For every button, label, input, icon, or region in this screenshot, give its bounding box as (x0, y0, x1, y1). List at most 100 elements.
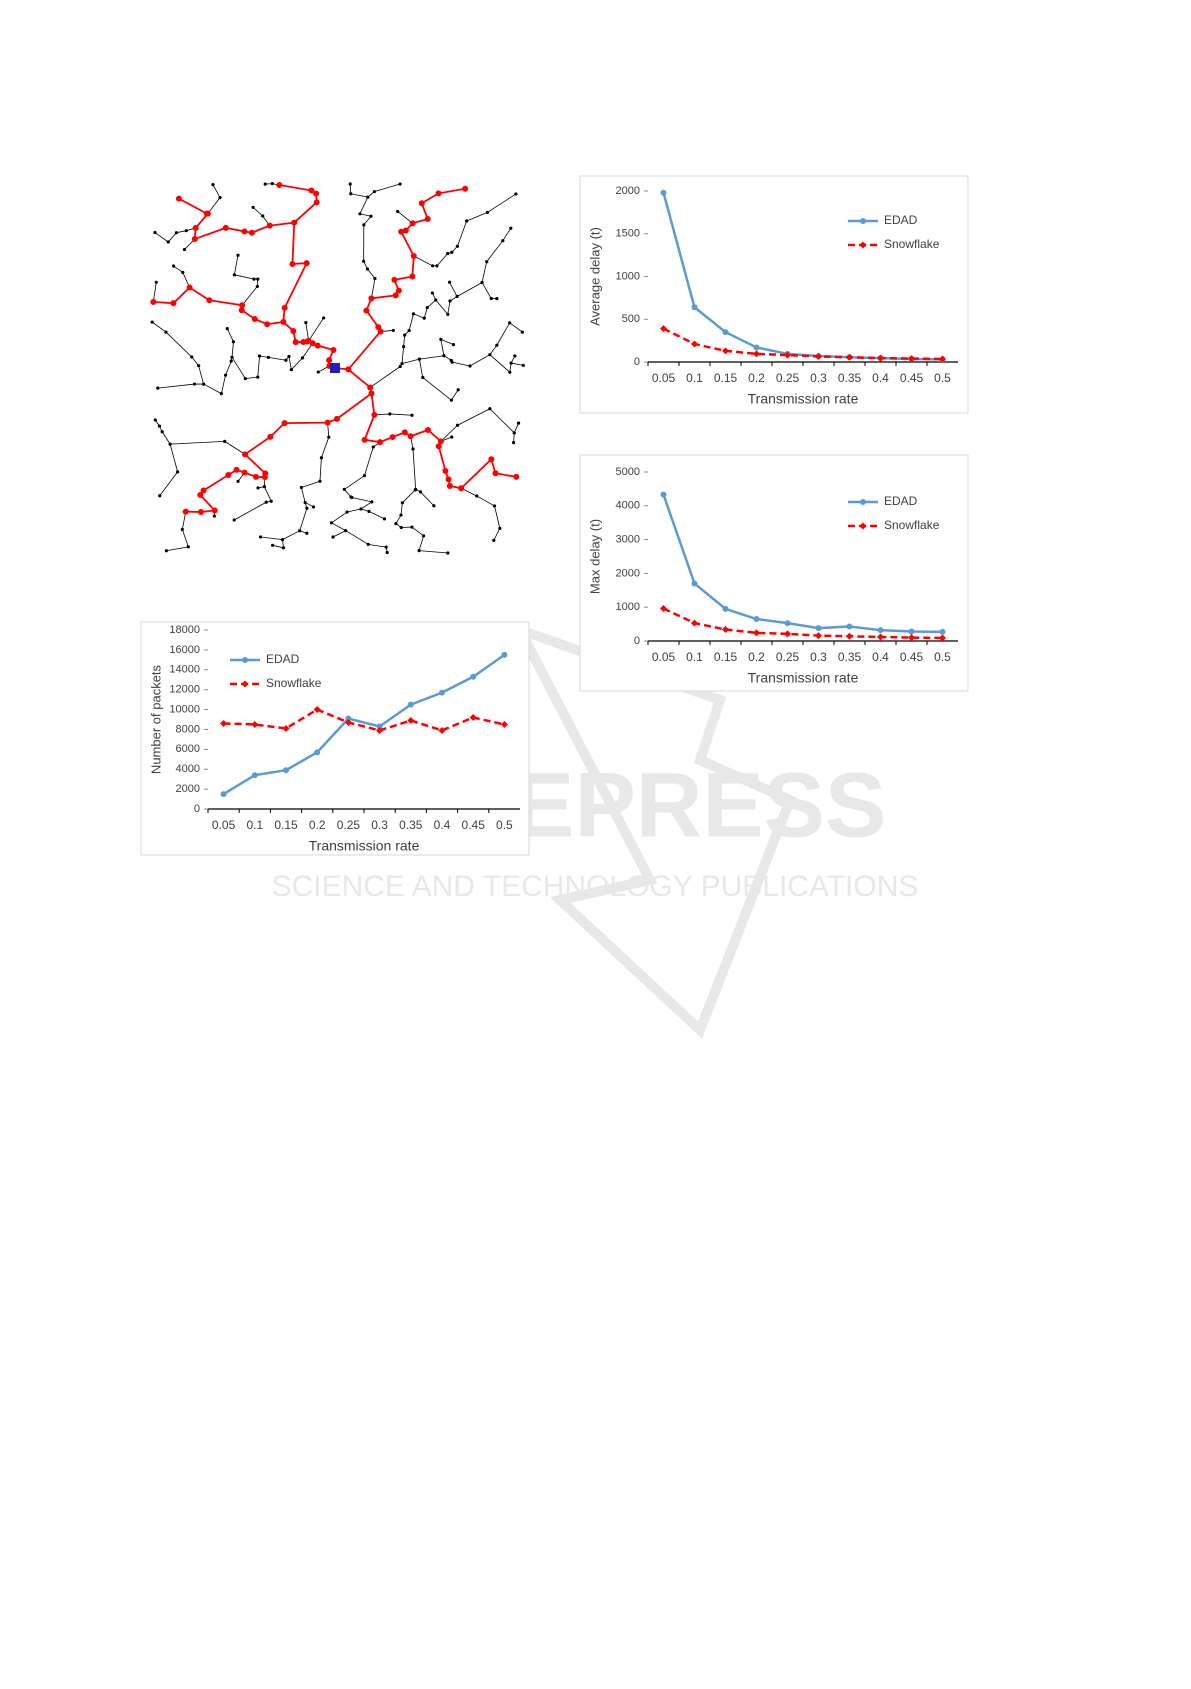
network-edge (487, 241, 503, 262)
network-node (197, 364, 200, 367)
network-edge (371, 279, 374, 299)
network-edge (369, 511, 384, 518)
network-edge (301, 487, 305, 502)
network-node (411, 447, 414, 450)
network-node (446, 252, 449, 255)
network-edge (348, 369, 370, 387)
network-node (458, 485, 464, 491)
legend-label: Snowflake (884, 518, 940, 532)
y-tick-label: 16000 (169, 644, 200, 656)
network-node (168, 443, 171, 446)
network-edge (166, 332, 192, 357)
network-edge (427, 300, 435, 308)
y-tick-label: 5000 (616, 466, 640, 478)
x-tick-label: 0.3 (810, 650, 827, 664)
network-node (366, 267, 369, 270)
legend-label: EDAD (884, 494, 918, 508)
network-node (287, 355, 290, 358)
y-tick-label: 2000 (616, 567, 640, 579)
network-node (326, 357, 332, 363)
network-node (408, 329, 411, 332)
network-edge (503, 228, 511, 240)
network-node (434, 298, 437, 301)
network-edge (401, 232, 414, 256)
network-node (322, 316, 325, 319)
network-edge (352, 497, 372, 501)
network-node (410, 414, 413, 417)
network-edge (441, 339, 454, 344)
network-node (362, 260, 365, 263)
network-node (258, 354, 261, 357)
y-tick-label: 4000 (616, 500, 640, 512)
x-tick-label: 0.35 (838, 650, 862, 664)
network-edge (261, 537, 283, 540)
x-tick-label: 0.25 (776, 371, 800, 385)
network-edge (351, 194, 368, 197)
y-tick-label: 2000 (616, 185, 640, 197)
network-node (172, 264, 175, 267)
network-node (156, 387, 159, 390)
network-node (517, 421, 520, 424)
network-node (488, 456, 494, 462)
x-tick-label: 0.45 (900, 371, 924, 385)
network-node (158, 425, 161, 428)
network-edge (166, 547, 188, 551)
network-node (312, 505, 315, 508)
y-tick-label: 4000 (176, 763, 200, 775)
network-edge (221, 375, 225, 394)
network-edge (344, 476, 364, 490)
network-node (201, 488, 207, 494)
legend-marker (242, 657, 248, 663)
network-node (161, 430, 164, 433)
x-tick-label: 0.05 (212, 818, 236, 832)
network-node (220, 392, 223, 395)
network-edge (245, 454, 265, 473)
data-point (878, 627, 884, 633)
network-node (320, 456, 323, 459)
network-node (261, 214, 264, 217)
network-node (446, 313, 449, 316)
network-edge (168, 233, 176, 242)
network-edge (413, 449, 416, 489)
x-tick-label: 0.5 (496, 818, 513, 832)
data-point (252, 772, 258, 778)
x-tick-label: 0.3 (371, 818, 388, 832)
y-tick-label: 1000 (616, 270, 640, 282)
network-edge (347, 509, 361, 512)
network-edge (482, 262, 487, 283)
network-edge (195, 228, 226, 239)
network-node (501, 239, 504, 242)
network-edge (360, 197, 368, 214)
network-node (280, 319, 286, 325)
network-edge (495, 473, 516, 477)
network-node (265, 501, 268, 504)
network-edge (227, 329, 233, 342)
network-node (398, 182, 401, 185)
network-edge (419, 551, 448, 553)
network-edge (234, 255, 238, 275)
network-node (170, 300, 176, 306)
network-node (313, 191, 319, 197)
network-edge (258, 356, 260, 377)
network-node (183, 509, 189, 515)
network-node (267, 356, 270, 359)
network-edge (414, 256, 433, 266)
network-node (368, 295, 374, 301)
x-tick-label: 0.1 (246, 818, 263, 832)
network-node (349, 182, 352, 185)
network-node (366, 196, 369, 199)
network-node (451, 361, 454, 364)
x-tick-label: 0.5 (934, 650, 951, 664)
network-node (492, 470, 498, 476)
network-edge (477, 496, 495, 506)
network-node (377, 439, 383, 445)
network-node (358, 212, 361, 215)
x-axis-label: Transmission rate (748, 391, 859, 407)
data-point (847, 623, 853, 629)
x-tick-label: 0.15 (274, 818, 298, 832)
network-edge (390, 414, 412, 415)
network-node (249, 230, 255, 236)
network-edge (441, 425, 458, 441)
network-node (367, 543, 370, 546)
y-tick-label: 3000 (616, 534, 640, 546)
